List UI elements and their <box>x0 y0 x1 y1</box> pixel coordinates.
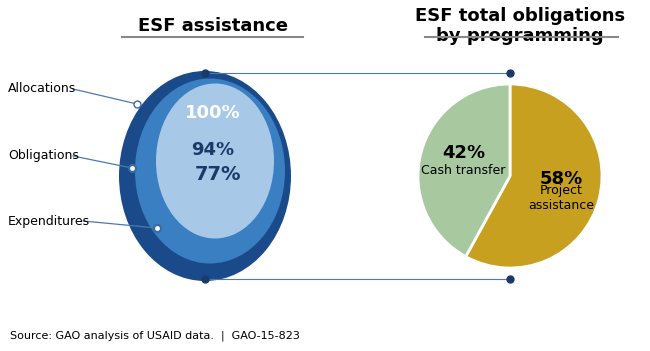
Text: 100%: 100% <box>185 104 240 122</box>
Text: Project
assistance: Project assistance <box>528 184 595 212</box>
Text: Obligations: Obligations <box>8 150 79 163</box>
Text: Cash transfer: Cash transfer <box>421 164 506 177</box>
Wedge shape <box>465 84 602 268</box>
Text: 77%: 77% <box>195 165 241 184</box>
Text: 42%: 42% <box>442 144 485 162</box>
Text: ESF total obligations
by programming: ESF total obligations by programming <box>415 7 625 45</box>
Ellipse shape <box>156 84 274 238</box>
Text: Allocations: Allocations <box>8 82 76 95</box>
Wedge shape <box>418 84 510 257</box>
Text: Expenditures: Expenditures <box>8 214 90 227</box>
Text: 94%: 94% <box>192 141 235 159</box>
Text: ESF assistance: ESF assistance <box>138 17 288 35</box>
Text: 58%: 58% <box>540 170 583 188</box>
Ellipse shape <box>135 79 285 264</box>
Text: Source: GAO analysis of USAID data.  |  GAO-15-823: Source: GAO analysis of USAID data. | GA… <box>10 331 300 341</box>
Ellipse shape <box>119 71 291 281</box>
